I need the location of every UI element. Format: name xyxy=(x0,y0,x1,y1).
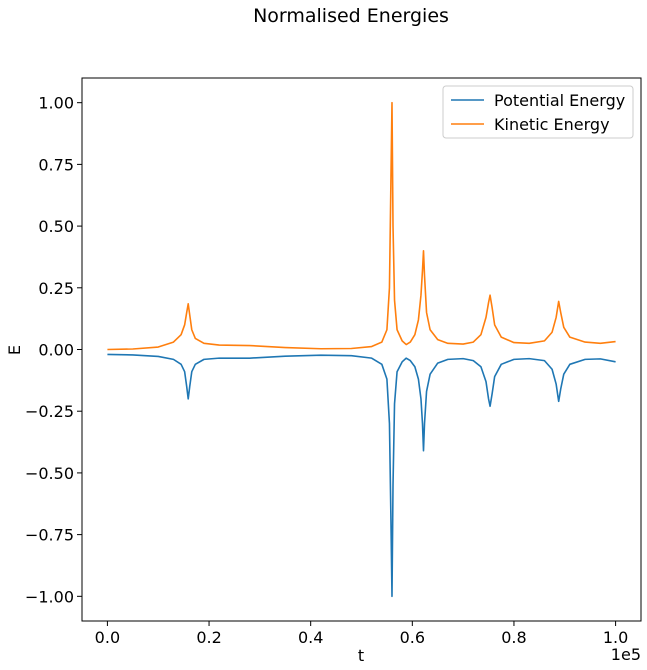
legend-label-potential: Potential Energy xyxy=(494,91,625,110)
series-line-kinetic-energy xyxy=(107,101,616,351)
legend-frame xyxy=(442,85,634,139)
y-axis: 1.00 0.75 0.50 0.25 0.00 −0.25 −0.50 −0.75 −1.00 xyxy=(25,94,82,606)
x-axis-label: t xyxy=(358,646,364,665)
series-line-potential-energy xyxy=(107,353,616,598)
chart-title: Normalised Energies xyxy=(253,5,449,27)
y-tick-label: −0.75 xyxy=(25,526,74,545)
x-tick-label: 0.2 xyxy=(196,628,221,647)
x-axis-offset-text: 1e5 xyxy=(611,645,641,664)
x-axis: 0.0 0.2 0.4 0.6 0.8 1.0 xyxy=(95,621,628,647)
y-tick-label: −0.50 xyxy=(25,464,74,483)
y-tick-label: 0.50 xyxy=(38,217,74,236)
x-tick-label: 0.0 xyxy=(95,628,120,647)
y-tick-label: 0.25 xyxy=(38,279,74,298)
legend-label-kinetic: Kinetic Energy xyxy=(494,115,610,134)
x-tick-label: 1.0 xyxy=(603,628,628,647)
x-tick-label: 0.8 xyxy=(501,628,526,647)
y-tick-label: 1.00 xyxy=(38,94,74,113)
x-tick-label: 0.4 xyxy=(298,628,323,647)
plot-frame xyxy=(81,77,642,622)
legend: Potential Energy Kinetic Energy xyxy=(442,85,634,139)
x-tick-label: 0.6 xyxy=(400,628,425,647)
y-axis-label: E xyxy=(5,345,24,355)
y-tick-label: −1.00 xyxy=(25,587,74,606)
y-tick-label: 0.00 xyxy=(38,341,74,360)
series-layer xyxy=(107,101,616,598)
y-tick-label: 0.75 xyxy=(38,155,74,174)
plot-area xyxy=(81,77,642,622)
y-tick-label: −0.25 xyxy=(25,402,74,421)
